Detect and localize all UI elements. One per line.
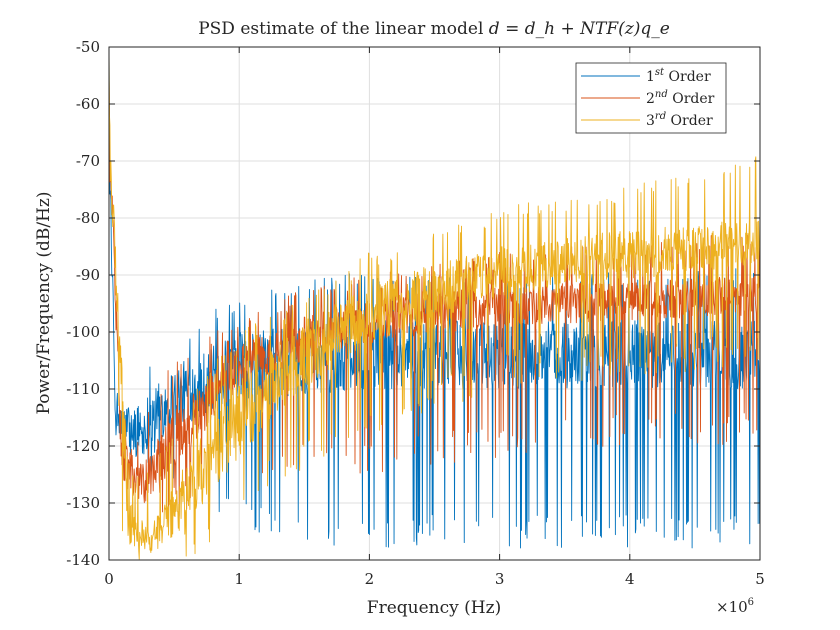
y-tick-label: -70: [76, 152, 100, 170]
plot-box: [108, 46, 761, 561]
legend-label-rest: Order: [664, 69, 711, 85]
y-tick-label: -60: [76, 95, 100, 113]
x-tick-label: 4: [625, 570, 635, 588]
series-line-3: [109, 47, 760, 560]
y-tick-label: -50: [76, 38, 100, 56]
x-multiplier-base: ×10: [716, 598, 748, 616]
x-tick-label: 2: [365, 570, 375, 588]
chart-title-formula: d = d_h + NTF(z)q_e: [489, 19, 670, 39]
chart-title-prefix: PSD estimate of the linear model: [198, 19, 489, 39]
x-axis-multiplier: ×106: [716, 597, 754, 616]
chart-title: PSD estimate of the linear model d = d_h…: [198, 19, 670, 39]
x-tick-label: 0: [104, 570, 114, 588]
y-tick-label: -90: [76, 266, 100, 284]
legend-label-number: 1: [646, 69, 655, 85]
y-axis-label: Power/Frequency (dB/Hz): [34, 192, 54, 415]
legend-label-rest: Order: [668, 91, 715, 107]
legend-label-3: 3rd Order: [646, 111, 713, 129]
y-tick-label: -140: [66, 551, 100, 569]
legend-label-number: 3: [646, 113, 655, 129]
y-tick-label: -130: [66, 494, 100, 512]
y-tick-label: -110: [66, 380, 100, 398]
tick-marks: 0 1 2 3 4 5 -140 -130 -120 -110 -100 -90 -80 -70 -60 -5…: [66, 38, 764, 588]
legend-label-1: 1st Order: [646, 67, 711, 85]
y-tick-label: -120: [66, 437, 100, 455]
x-multiplier-exponent: 6: [748, 597, 754, 608]
legend-label-suffix: st: [655, 67, 665, 78]
legend-label-rest: Order: [666, 113, 713, 129]
x-tick-label: 1: [234, 570, 244, 588]
y-tick-label: -80: [76, 209, 100, 227]
legend-label-suffix: rd: [655, 111, 666, 122]
x-tick-label: 3: [495, 570, 505, 588]
x-tick-label: 5: [755, 570, 765, 588]
legend-label-number: 2: [646, 91, 655, 107]
legend-label-2: 2nd Order: [646, 89, 715, 107]
x-axis-label: Frequency (Hz): [367, 598, 501, 618]
legend-label-suffix: nd: [655, 89, 668, 100]
series-layer: [109, 47, 760, 560]
y-tick-label: -100: [66, 323, 100, 341]
